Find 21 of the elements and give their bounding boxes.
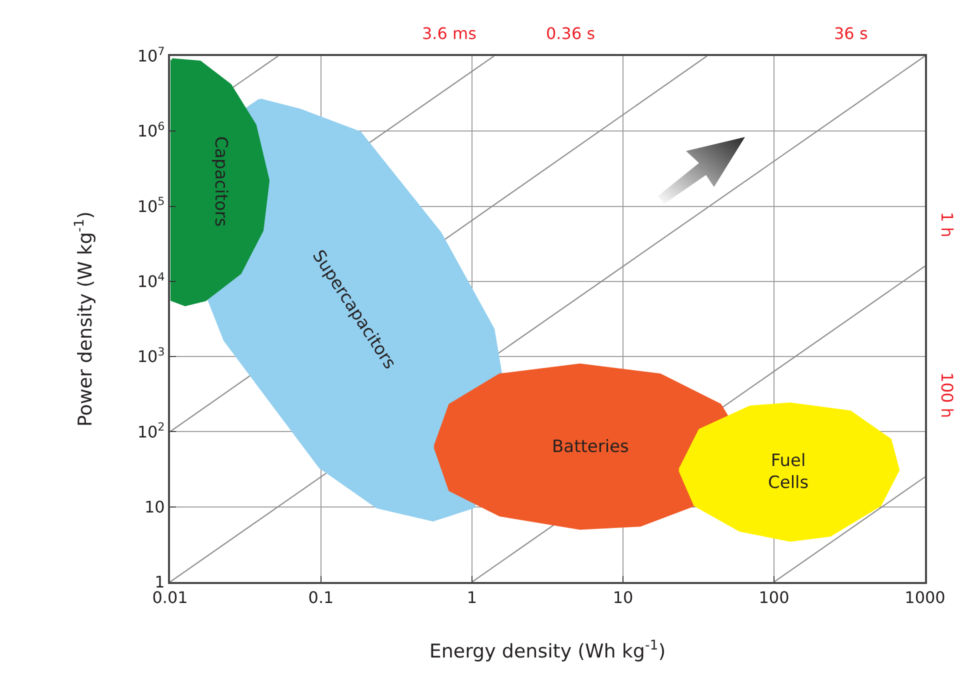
y-tick-label: 10$^{7}$ bbox=[137, 44, 165, 66]
x-tick-label: 100 bbox=[758, 588, 790, 608]
y-tick-label: 10$^{5}$ bbox=[137, 195, 165, 216]
series-label: Fuel Cells bbox=[768, 451, 809, 494]
text: 36 s bbox=[834, 24, 868, 43]
text: 3.6 ms bbox=[422, 24, 476, 43]
x-tick-label: 1 bbox=[466, 588, 478, 608]
y-tick-label: 10$^{4}$ bbox=[137, 270, 165, 292]
y-tick-label: 10$^{3}$ bbox=[137, 345, 165, 366]
series-label: Batteries bbox=[552, 437, 630, 457]
y-tick-label: 10$^{6}$ bbox=[137, 120, 165, 141]
text: 1 h bbox=[937, 212, 956, 238]
x-tick-label: 0.1 bbox=[308, 588, 334, 608]
text: 100 h bbox=[938, 372, 957, 418]
x-tick-label: 10 bbox=[612, 588, 634, 608]
x-tick-label: 1000 bbox=[904, 588, 946, 608]
y-tick-label: 10$^{2}$ bbox=[137, 420, 165, 442]
series-label: Capacitors bbox=[210, 136, 230, 227]
x-axis-title: Energy density (Wh kg$^{-1}$) bbox=[429, 638, 666, 662]
text: 0.36 s bbox=[546, 24, 596, 43]
y-tick-label: 10 bbox=[144, 497, 165, 516]
